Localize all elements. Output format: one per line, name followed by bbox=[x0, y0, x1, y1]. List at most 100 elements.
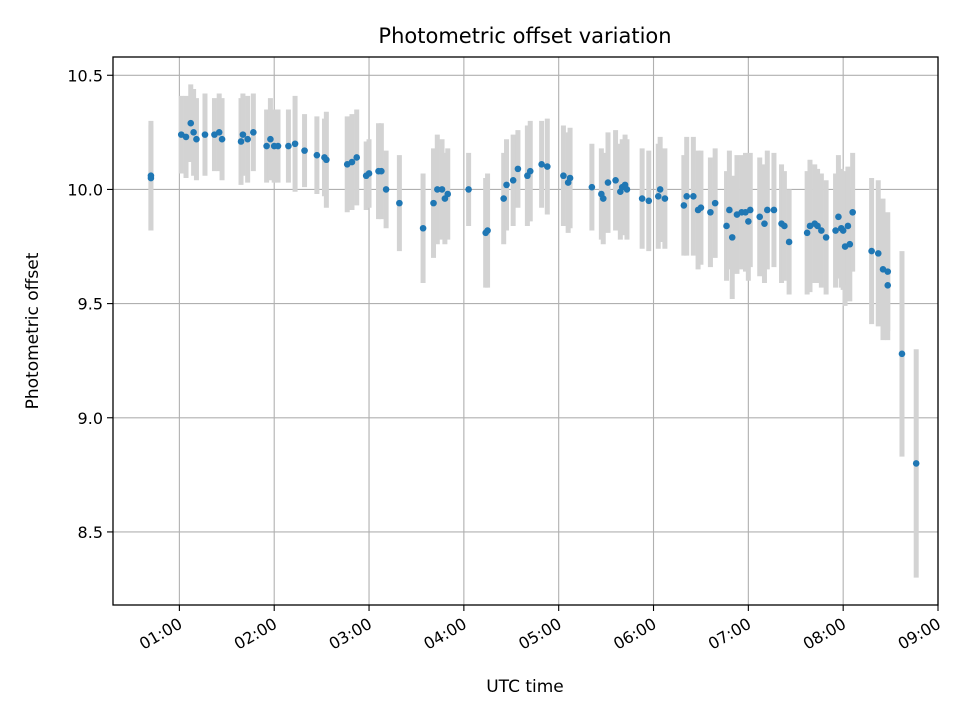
data-point bbox=[849, 208, 856, 216]
data-point bbox=[348, 158, 356, 166]
data-point bbox=[623, 186, 631, 193]
data-point bbox=[382, 186, 390, 193]
data-point bbox=[638, 195, 646, 202]
data-point bbox=[711, 199, 719, 207]
data-point bbox=[645, 197, 653, 205]
data-point bbox=[323, 156, 330, 164]
data-point bbox=[898, 350, 906, 358]
data-point bbox=[728, 234, 736, 241]
data-point bbox=[396, 199, 403, 207]
data-point bbox=[182, 133, 190, 141]
data-point bbox=[803, 229, 811, 237]
data-point bbox=[599, 195, 607, 202]
plot-area-frame bbox=[112, 56, 939, 606]
data-point bbox=[884, 268, 892, 275]
data-point bbox=[267, 135, 274, 143]
data-point bbox=[193, 135, 200, 143]
y-tick-label: 9.5 bbox=[78, 295, 103, 314]
data-point bbox=[187, 119, 195, 127]
data-point bbox=[526, 167, 534, 175]
y-tick-label: 8.5 bbox=[78, 523, 103, 542]
data-point bbox=[680, 202, 688, 209]
data-point bbox=[770, 206, 778, 214]
data-point bbox=[697, 204, 705, 211]
data-point bbox=[832, 227, 839, 234]
data-point bbox=[844, 222, 852, 230]
data-point bbox=[846, 240, 854, 248]
data-point bbox=[560, 172, 567, 180]
data-point bbox=[500, 195, 507, 202]
data-point bbox=[430, 199, 437, 207]
data-point bbox=[239, 131, 247, 138]
x-tick-label: 07:00 bbox=[705, 614, 754, 654]
x-tick-label: 02:00 bbox=[231, 614, 280, 654]
x-tick-label: 08:00 bbox=[800, 614, 849, 654]
data-point bbox=[237, 138, 245, 145]
data-point bbox=[378, 167, 385, 175]
x-axis-title: UTC time bbox=[486, 677, 564, 697]
data-point bbox=[444, 190, 452, 198]
data-point bbox=[661, 195, 669, 202]
data-point bbox=[274, 142, 282, 150]
data-point bbox=[814, 222, 821, 230]
data-point bbox=[285, 142, 292, 150]
data-point bbox=[514, 165, 522, 173]
x-tick-label: 09:00 bbox=[895, 614, 944, 654]
data-point bbox=[745, 218, 752, 225]
data-point bbox=[509, 177, 517, 184]
data-point bbox=[484, 227, 491, 234]
data-point bbox=[690, 192, 697, 200]
y-tick-label: 9.0 bbox=[78, 409, 103, 428]
x-tick-label: 05:00 bbox=[515, 614, 564, 654]
data-point bbox=[291, 140, 299, 148]
data-point bbox=[353, 154, 361, 161]
x-tick-label: 04:00 bbox=[420, 614, 469, 654]
data-point bbox=[301, 147, 308, 154]
data-point bbox=[434, 186, 441, 193]
data-point bbox=[683, 192, 691, 200]
data-point bbox=[912, 460, 920, 467]
data-point bbox=[566, 174, 574, 182]
data-point bbox=[588, 183, 596, 191]
x-tick-label: 06:00 bbox=[610, 614, 659, 654]
data-point bbox=[746, 206, 754, 214]
data-point bbox=[244, 135, 251, 143]
data-point bbox=[544, 163, 551, 170]
x-tick-label: 01:00 bbox=[136, 614, 185, 654]
data-point bbox=[201, 131, 209, 138]
data-point bbox=[707, 208, 714, 216]
data-point bbox=[818, 227, 825, 234]
error-bars bbox=[148, 84, 919, 578]
data-point bbox=[365, 170, 373, 177]
y-axis-title: Photometric offset bbox=[23, 252, 43, 409]
data-point bbox=[503, 181, 510, 189]
data-point bbox=[756, 213, 764, 221]
data-point bbox=[218, 135, 226, 143]
data-point bbox=[868, 247, 875, 255]
chart-title: Photometric offset variation bbox=[378, 24, 671, 48]
data-point bbox=[785, 238, 793, 246]
data-point bbox=[839, 227, 847, 234]
data-point bbox=[147, 172, 155, 180]
data-point bbox=[438, 186, 446, 193]
data-point bbox=[215, 129, 223, 136]
data-point bbox=[263, 142, 270, 150]
data-point bbox=[822, 234, 830, 241]
data-point bbox=[723, 222, 730, 230]
data-point bbox=[764, 206, 771, 214]
data-point bbox=[781, 222, 788, 230]
data-point bbox=[884, 282, 892, 289]
data-point bbox=[874, 250, 882, 257]
y-tick-label: 10.0 bbox=[67, 180, 103, 199]
data-point bbox=[250, 129, 257, 136]
data-point bbox=[604, 179, 612, 186]
data-point bbox=[419, 224, 427, 232]
data-point bbox=[654, 192, 662, 200]
data-point bbox=[313, 151, 321, 159]
data-point bbox=[612, 177, 619, 184]
data-point bbox=[465, 186, 472, 193]
x-tick-label: 03:00 bbox=[326, 614, 375, 654]
data-point bbox=[835, 213, 842, 221]
data-point bbox=[190, 129, 197, 136]
